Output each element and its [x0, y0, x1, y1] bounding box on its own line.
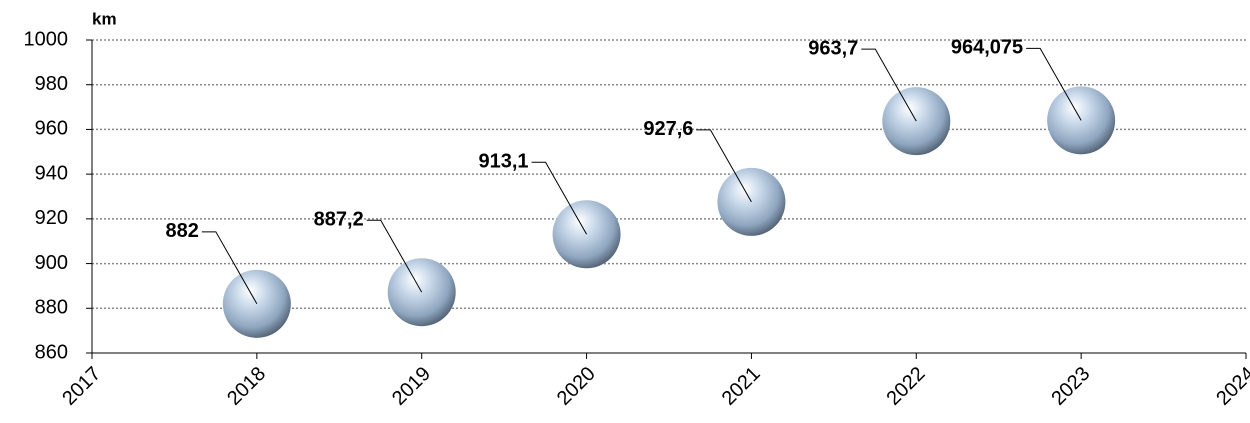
- y-tick-label: 1000: [24, 28, 69, 50]
- x-tick-label: 2021: [718, 363, 765, 410]
- x-tick-label: 2018: [223, 363, 270, 410]
- leader-line: [861, 48, 917, 122]
- value-label: 882: [165, 220, 198, 242]
- x-tick-label: 2022: [883, 363, 930, 410]
- leader-line: [366, 219, 423, 293]
- y-tick-label: 880: [35, 297, 68, 319]
- x-tick-label: 2024: [1212, 363, 1250, 410]
- leader-line: [201, 231, 258, 305]
- y-tick-label: 980: [35, 73, 68, 95]
- x-tick-label: 2019: [388, 363, 435, 410]
- leader-line: [531, 161, 588, 235]
- value-label: 927,6: [643, 118, 693, 140]
- y-tick-label: 860: [35, 341, 68, 363]
- x-tick-label: 2017: [58, 363, 105, 410]
- y-axis-label: km: [92, 9, 117, 28]
- value-label: 887,2: [314, 208, 364, 230]
- y-tick-label: 920: [35, 207, 68, 229]
- leader-line: [696, 129, 752, 203]
- value-label: 964,075: [951, 37, 1023, 59]
- leader-line: [1026, 47, 1082, 121]
- y-tick-label: 900: [35, 252, 68, 274]
- x-tick-label: 2023: [1047, 363, 1094, 410]
- y-tick-label: 960: [35, 118, 68, 140]
- value-label: 963,7: [808, 37, 858, 59]
- bubble: [882, 87, 951, 156]
- value-label: 913,1: [479, 151, 529, 173]
- y-tick-label: 940: [35, 162, 68, 184]
- x-tick-label: 2020: [553, 363, 600, 410]
